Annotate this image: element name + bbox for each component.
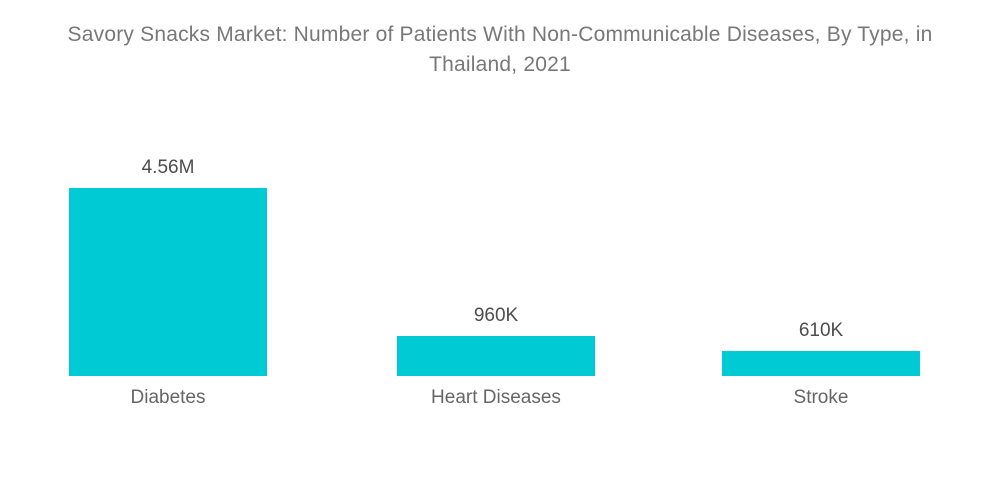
bar-group-heart-diseases: 960K Heart Diseases — [397, 155, 595, 409]
bar-stack: 960K — [397, 155, 595, 376]
bar-stack: 610K — [722, 155, 920, 376]
bar-group-stroke: 610K Stroke — [722, 155, 920, 409]
category-label-stroke: Stroke — [793, 387, 849, 408]
value-label-stroke: 610K — [798, 320, 844, 341]
bar-heart-diseases — [397, 336, 595, 376]
bar-stack: 4.56M — [69, 155, 267, 376]
category-label-heart-diseases: Heart Diseases — [431, 387, 561, 408]
value-label-diabetes: 4.56M — [141, 157, 195, 178]
bar-diabetes — [69, 188, 267, 376]
category-label-diabetes: Diabetes — [130, 387, 206, 408]
bar-group-diabetes: 4.56M Diabetes — [69, 155, 267, 409]
bar-stroke — [722, 351, 920, 376]
value-label-heart-diseases: 960K — [473, 305, 519, 326]
chart-title: Savory Snacks Market: Number of Patients… — [67, 23, 933, 76]
